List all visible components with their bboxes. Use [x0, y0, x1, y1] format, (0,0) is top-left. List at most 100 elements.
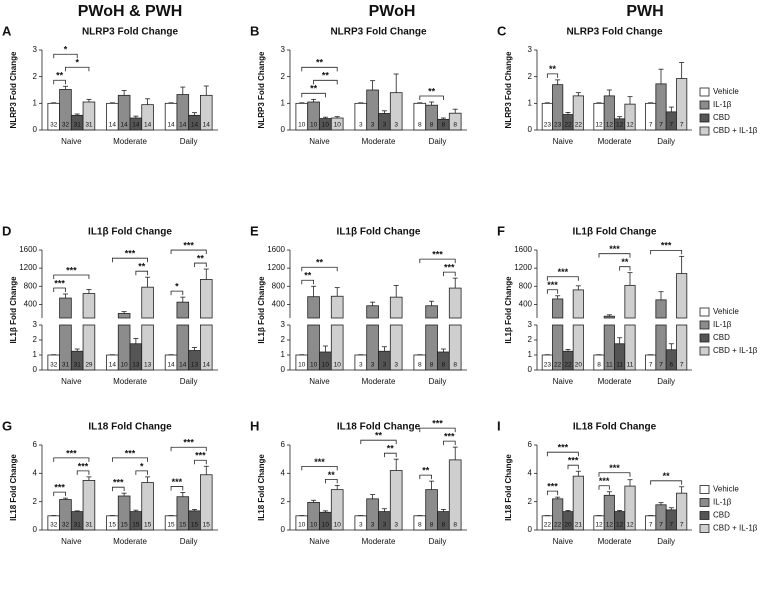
- y-axis-label: IL1β Fold Change: [9, 276, 18, 344]
- significance-bracket: [53, 457, 90, 462]
- n-label: 32: [50, 362, 58, 369]
- significance-label: ***: [183, 240, 194, 250]
- y-tick-label: 1200: [514, 263, 532, 272]
- n-label: 8: [442, 522, 446, 529]
- n-label: 12: [616, 122, 624, 129]
- significance-label: ***: [444, 432, 455, 442]
- x-tick-label: Moderate: [598, 377, 632, 386]
- y-tick-label: 0: [528, 525, 533, 534]
- bar-upper: [366, 305, 379, 319]
- significance-bracket: [443, 271, 456, 277]
- bar-upper: [199, 279, 213, 319]
- y-tick-label: 1: [528, 98, 533, 107]
- x-tick-label: Daily: [180, 377, 198, 386]
- significance-label: ***: [609, 244, 620, 254]
- n-label: 22: [544, 522, 552, 529]
- x-tick-label: Naive: [61, 537, 82, 546]
- y-tick-label: 0: [33, 365, 38, 374]
- n-label: 8: [418, 362, 422, 369]
- significance-label: **: [428, 86, 436, 96]
- significance-bracket: [53, 287, 66, 292]
- x-tick-label: Naive: [553, 377, 574, 386]
- n-label: 8: [442, 362, 446, 369]
- x-tick-label: Daily: [180, 537, 198, 546]
- n-label: 7: [649, 362, 653, 369]
- n-label: 14: [121, 122, 129, 129]
- n-label: 10: [310, 362, 318, 369]
- significance-label: **: [621, 257, 629, 267]
- significance-label: ***: [432, 419, 443, 429]
- n-label: 7: [670, 522, 674, 529]
- y-tick-label: 0: [281, 365, 286, 374]
- legend-label: Vehicle: [713, 307, 739, 316]
- y-tick-label: 1: [33, 98, 38, 107]
- significance-bracket: [53, 274, 90, 279]
- x-tick-label: Moderate: [362, 377, 396, 386]
- n-label: 11: [616, 362, 623, 369]
- panel-letter: E: [250, 223, 259, 238]
- x-tick-label: Moderate: [598, 137, 632, 146]
- n-label: 11: [627, 362, 634, 369]
- significance-label: ***: [558, 267, 569, 277]
- panel-title: IL18 Fold Change: [88, 422, 172, 433]
- significance-label: **: [549, 64, 557, 74]
- panel-letter: D: [2, 223, 11, 238]
- n-label: 14: [179, 122, 187, 129]
- y-tick-label: 0: [281, 125, 286, 134]
- significance-bracket: [419, 474, 432, 480]
- bar-upper: [425, 305, 438, 319]
- x-tick-label: Daily: [180, 137, 198, 146]
- significance-bracket: [170, 446, 207, 452]
- legend-swatch: [699, 485, 710, 494]
- n-label: 32: [50, 522, 58, 529]
- significance-bracket: [170, 486, 184, 491]
- bar-upper: [82, 293, 96, 319]
- significance-label: **: [316, 258, 324, 268]
- x-tick-label: Daily: [429, 537, 447, 546]
- n-label: 14: [132, 122, 140, 129]
- y-tick-label: 1600: [19, 245, 37, 254]
- y-tick-label: 2: [33, 72, 38, 81]
- significance-bracket: [598, 253, 631, 258]
- y-tick-label: 2: [528, 497, 533, 506]
- significance-label: **: [387, 444, 395, 454]
- bar-upper: [389, 296, 403, 319]
- bar: [624, 324, 636, 371]
- significance-bracket: [567, 464, 579, 470]
- significance-label: **: [138, 262, 146, 272]
- significance-label: ***: [599, 476, 610, 486]
- significance-bracket: [419, 95, 444, 100]
- bar: [59, 324, 72, 371]
- significance-label: **: [56, 71, 64, 81]
- legend-label: IL-1β: [713, 498, 732, 507]
- x-tick-label: Daily: [657, 137, 675, 146]
- n-label: 10: [298, 522, 306, 529]
- n-label: 10: [298, 122, 306, 129]
- significance-label: ***: [195, 451, 206, 461]
- bar-upper: [117, 313, 131, 319]
- n-label: 3: [394, 362, 398, 369]
- n-label: 31: [74, 362, 82, 369]
- n-label: 7: [649, 522, 653, 529]
- n-label: 10: [298, 362, 306, 369]
- n-label: 15: [144, 522, 152, 529]
- significance-bracket: [65, 66, 90, 72]
- n-label: 15: [132, 522, 140, 529]
- legend-swatch: [699, 126, 710, 136]
- significance-bracket: [112, 257, 148, 263]
- n-label: 3: [394, 122, 398, 129]
- x-tick-label: Moderate: [362, 137, 396, 146]
- y-tick-label: 2: [281, 335, 286, 344]
- legend-swatch: [699, 524, 710, 533]
- significance-label: ***: [54, 483, 65, 493]
- legend-swatch: [699, 511, 710, 520]
- bar-upper: [59, 297, 72, 319]
- significance-label: ***: [125, 249, 136, 259]
- y-axis-label: NLRP3 Fold Change: [9, 51, 18, 128]
- n-label: 15: [179, 522, 187, 529]
- significance-label: **: [422, 466, 430, 476]
- significance-bracket: [112, 457, 148, 462]
- y-tick-label: 0: [33, 125, 38, 134]
- legend-label: CBD + IL-1β: [713, 524, 758, 533]
- bar: [425, 324, 438, 371]
